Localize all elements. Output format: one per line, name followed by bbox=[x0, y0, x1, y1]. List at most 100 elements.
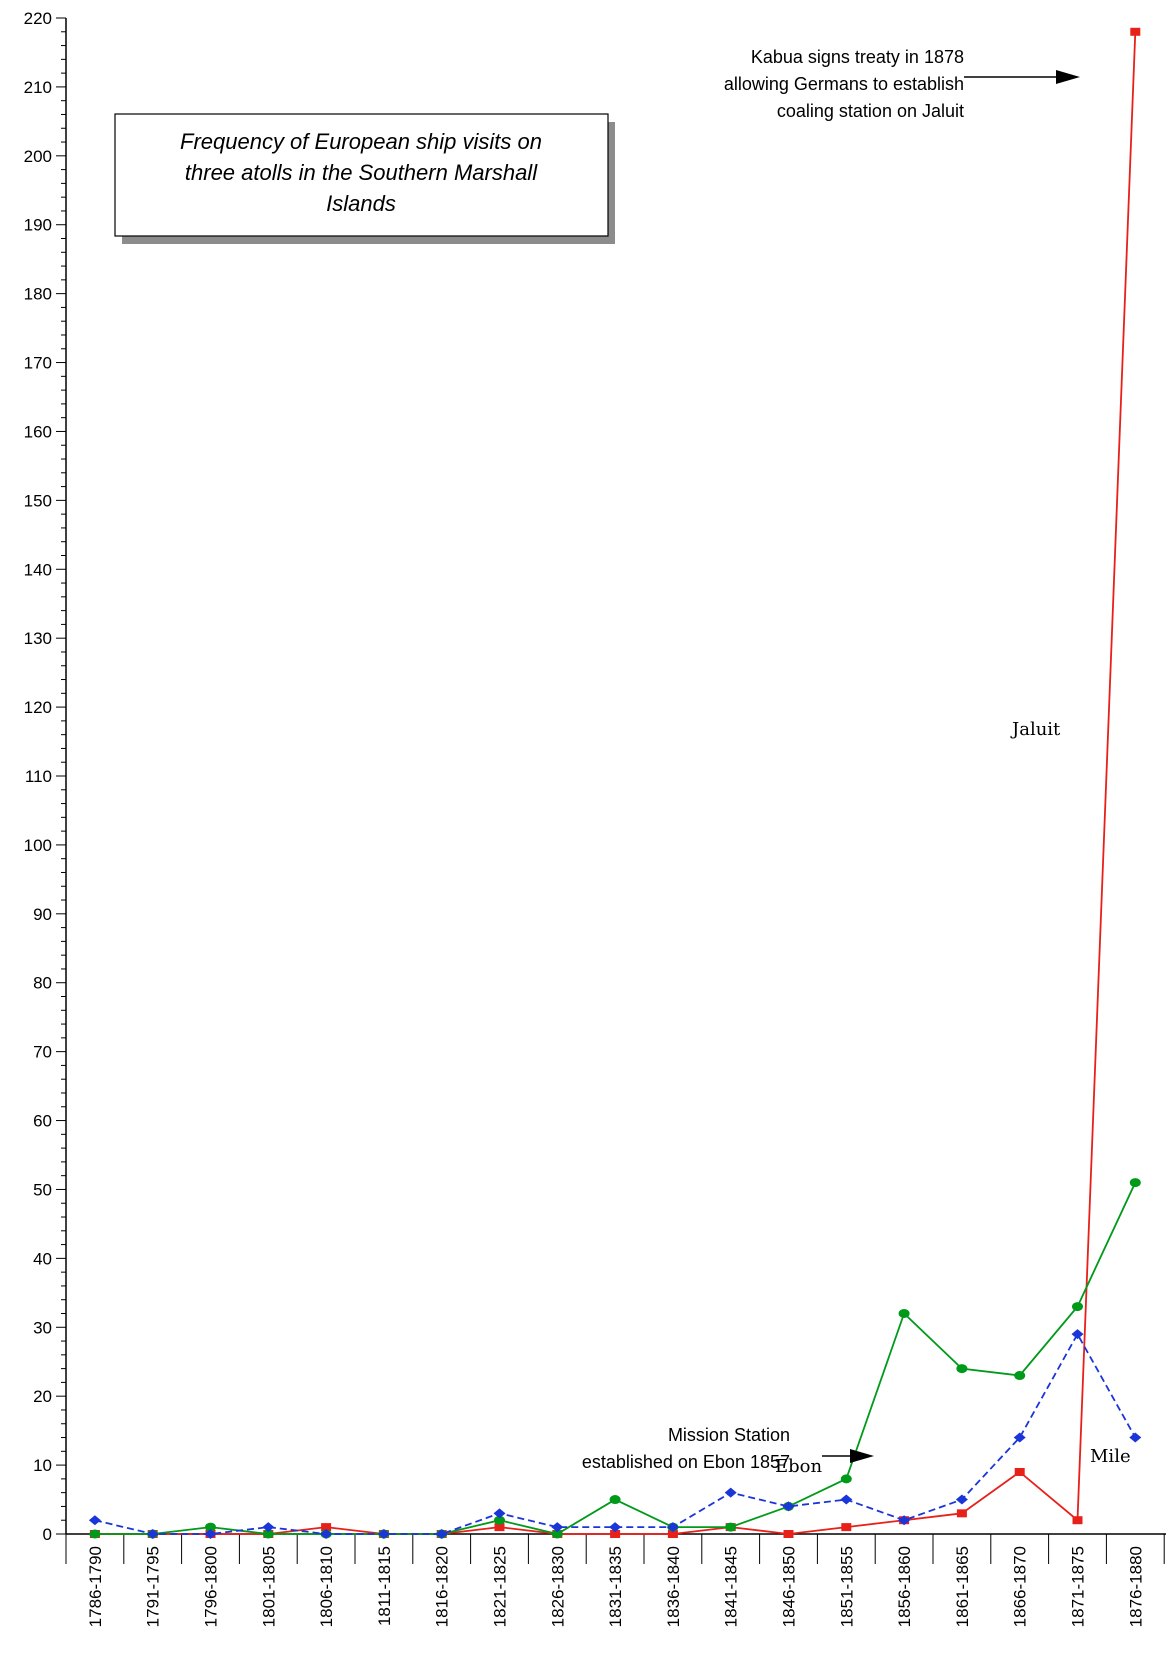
y-tick-label: 70 bbox=[33, 1043, 52, 1062]
y-tick-label: 190 bbox=[24, 216, 52, 235]
annotation-kabua-line-3: coaling station on Jaluit bbox=[777, 101, 964, 121]
y-tick-label: 110 bbox=[25, 767, 52, 786]
y-tick-label: 0 bbox=[43, 1525, 52, 1544]
data-point-mile bbox=[724, 1487, 737, 1498]
annotation-kabua-line-2: allowing Germans to establish bbox=[724, 74, 964, 94]
data-point-jaluit bbox=[1014, 1467, 1025, 1476]
x-axis-ticks: 1786-1790 1791-1795 1796-1800 1801-1805 1806… bbox=[65, 1534, 1165, 1627]
chart-title-line-3: Islands bbox=[326, 191, 396, 216]
data-point-ebon bbox=[89, 1529, 101, 1539]
y-tick-label: 200 bbox=[24, 147, 52, 166]
x-tick-label: 1841-1845 bbox=[722, 1546, 741, 1627]
x-tick-label: 1866-1870 bbox=[1011, 1546, 1030, 1627]
x-tick-label: 1861-1865 bbox=[953, 1546, 972, 1627]
data-point-mile bbox=[493, 1508, 506, 1519]
series-label-ebon: Ebon bbox=[775, 1456, 822, 1477]
annotation-mission-arrow-head bbox=[850, 1449, 874, 1463]
series-mile bbox=[88, 1329, 1142, 1539]
series-layer bbox=[88, 27, 1142, 1539]
data-point-mile bbox=[320, 1529, 333, 1539]
series-line-jaluit bbox=[94, 31, 1137, 1535]
series-label-jaluit: Jaluit bbox=[1010, 719, 1061, 740]
y-tick-label: 130 bbox=[24, 629, 52, 648]
x-tick-label: 1811-1815 bbox=[375, 1546, 394, 1626]
x-tick-label: 1831-1835 bbox=[606, 1546, 625, 1627]
y-tick-label: 30 bbox=[33, 1318, 52, 1337]
data-point-mile bbox=[204, 1529, 217, 1539]
data-point-mile bbox=[609, 1522, 622, 1533]
data-point-mile bbox=[262, 1522, 275, 1533]
y-tick-label: 180 bbox=[24, 285, 52, 304]
data-point-mile bbox=[1013, 1432, 1026, 1443]
data-point-mile bbox=[898, 1515, 911, 1526]
x-tick-label: 1801-1805 bbox=[259, 1546, 278, 1627]
data-point-mile bbox=[88, 1515, 101, 1526]
data-point-jaluit bbox=[1130, 27, 1141, 36]
y-tick-label: 80 bbox=[33, 974, 52, 993]
x-tick-label: 1806-1810 bbox=[317, 1546, 336, 1627]
y-axis-ticks: 0 10 20 30 40 50 60 70 80 90 100 110 120 130 140 150 160… bbox=[24, 9, 66, 1544]
data-point-ebon bbox=[1014, 1371, 1026, 1381]
data-point-jaluit bbox=[667, 1530, 678, 1538]
x-tick-label: 1796-1800 bbox=[202, 1546, 221, 1627]
x-tick-label: 1826-1830 bbox=[548, 1546, 567, 1627]
y-tick-label: 20 bbox=[33, 1387, 52, 1406]
data-point-mile bbox=[1129, 1432, 1142, 1443]
y-tick-label: 10 bbox=[33, 1456, 52, 1475]
data-point-mile bbox=[782, 1501, 795, 1512]
data-point-mile bbox=[666, 1522, 679, 1533]
x-tick-label: 1791-1795 bbox=[144, 1546, 163, 1627]
y-tick-label: 60 bbox=[33, 1112, 52, 1131]
series-jaluit bbox=[89, 27, 1141, 1538]
y-tick-label: 120 bbox=[24, 698, 52, 717]
y-tick-label: 160 bbox=[24, 422, 52, 441]
data-point-mile bbox=[146, 1529, 159, 1539]
annotation-mission-station: Mission Station established on Ebon 1857 bbox=[582, 1425, 874, 1472]
y-tick-label: 220 bbox=[24, 9, 52, 28]
data-point-mile bbox=[551, 1522, 564, 1533]
title-box: Frequency of European ship visits on thr… bbox=[114, 113, 615, 244]
annotation-mission-line-1: Mission Station bbox=[668, 1425, 790, 1445]
axes bbox=[65, 18, 1166, 1535]
y-tick-label: 140 bbox=[24, 560, 52, 579]
series-ebon bbox=[89, 1178, 1141, 1539]
annotation-kabua-arrow-head bbox=[1056, 70, 1080, 84]
data-point-jaluit bbox=[956, 1509, 967, 1518]
data-point-mile bbox=[1071, 1329, 1084, 1340]
chart-title-line-2: three atolls in the Southern Marshall bbox=[185, 160, 538, 185]
y-tick-label: 40 bbox=[33, 1249, 52, 1268]
data-point-ebon bbox=[898, 1308, 910, 1318]
data-point-ebon bbox=[956, 1364, 968, 1374]
data-point-jaluit bbox=[494, 1523, 505, 1532]
x-tick-label: 1856-1860 bbox=[895, 1546, 914, 1627]
x-tick-label: 1786-1790 bbox=[86, 1546, 105, 1627]
data-point-ebon bbox=[494, 1515, 505, 1525]
y-tick-label: 150 bbox=[24, 491, 52, 510]
y-tick-label: 100 bbox=[24, 836, 52, 855]
x-tick-label: 1836-1840 bbox=[664, 1546, 683, 1627]
data-point-jaluit bbox=[610, 1530, 621, 1538]
data-point-ebon bbox=[262, 1529, 274, 1539]
data-point-mile bbox=[377, 1529, 390, 1539]
x-tick-label: 1816-1820 bbox=[433, 1546, 452, 1627]
data-point-ebon bbox=[551, 1529, 563, 1539]
x-tick-label: 1821-1825 bbox=[491, 1546, 510, 1627]
y-tick-label: 170 bbox=[24, 354, 52, 373]
data-point-ebon bbox=[609, 1495, 621, 1505]
y-tick-label: 210 bbox=[24, 78, 52, 97]
x-tick-label: 1851-1855 bbox=[837, 1546, 856, 1627]
title-box-frame bbox=[114, 113, 609, 237]
x-tick-label: 1876-1880 bbox=[1126, 1546, 1145, 1627]
data-point-ebon bbox=[840, 1474, 852, 1484]
annotation-mission-line-2: established on Ebon 1857 bbox=[582, 1452, 790, 1472]
chart-title-line-1: Frequency of European ship visits on bbox=[180, 129, 542, 154]
data-point-ebon bbox=[725, 1522, 737, 1532]
data-point-jaluit bbox=[783, 1530, 794, 1538]
annotation-kabua-treaty: Kabua signs treaty in 1878 allowing Germ… bbox=[724, 47, 1080, 121]
data-point-ebon bbox=[1129, 1178, 1141, 1188]
y-tick-label: 50 bbox=[33, 1180, 52, 1199]
annotation-kabua-line-1: Kabua signs treaty in 1878 bbox=[751, 47, 964, 67]
data-point-jaluit bbox=[841, 1523, 852, 1532]
data-point-mile bbox=[955, 1494, 968, 1505]
data-point-jaluit bbox=[321, 1523, 332, 1532]
